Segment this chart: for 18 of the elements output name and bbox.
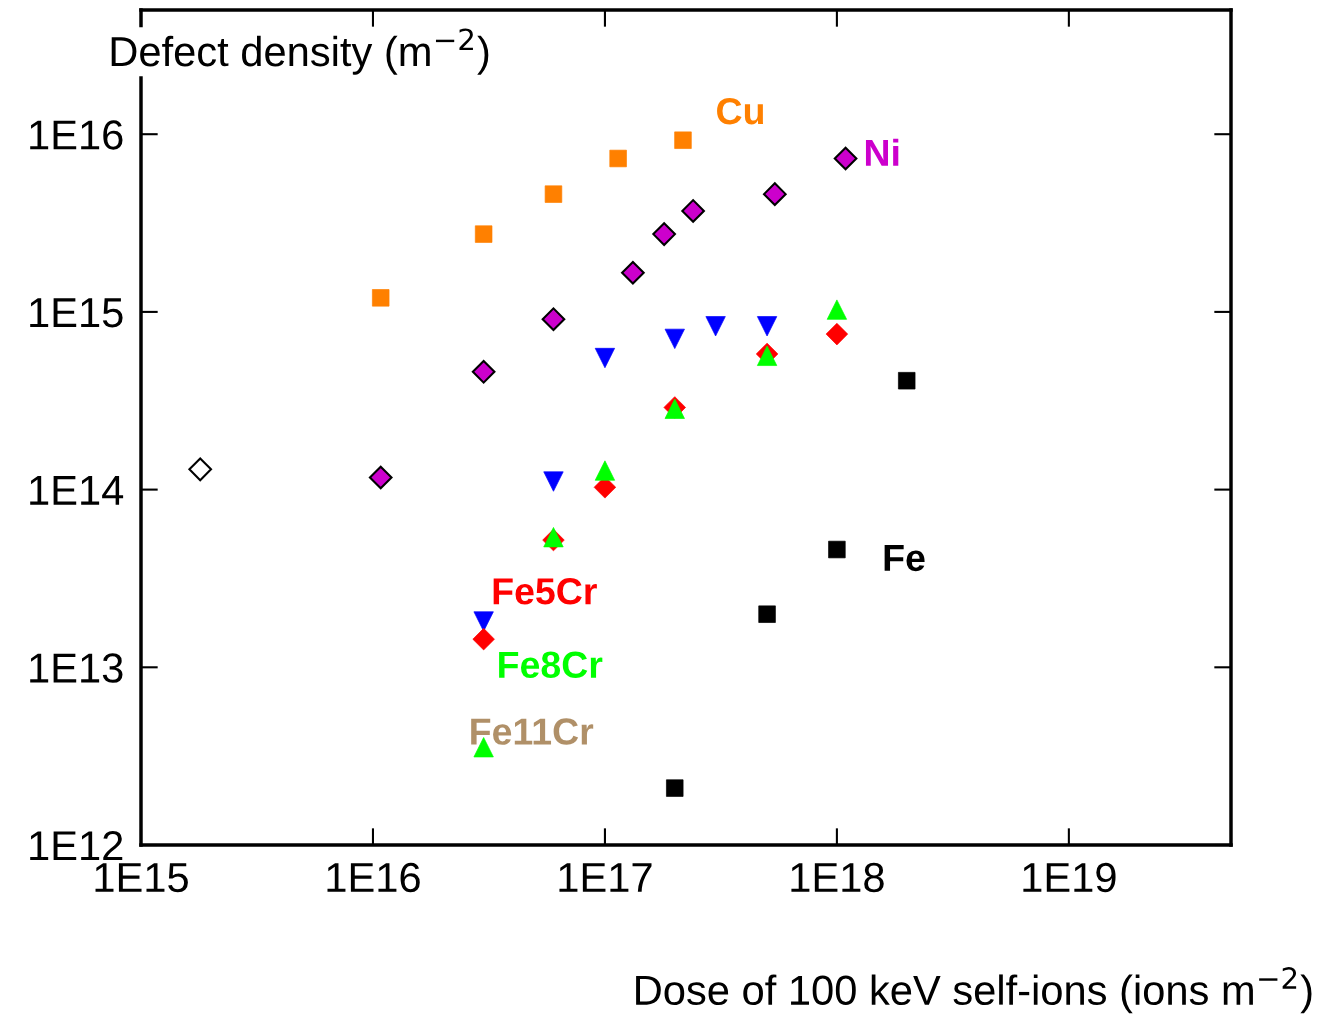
x-tick-label: 1E18 — [791, 862, 884, 893]
x-tick-label: 1E17 — [559, 863, 652, 892]
x-tick-label: 1E19 — [1023, 862, 1116, 893]
y-tick-label: 1E14 — [30, 476, 124, 505]
y-tick-label: 1E15 — [30, 298, 123, 328]
y-tick-label: 1E16 — [30, 120, 123, 150]
series-label: Cu — [717, 97, 764, 125]
y-tick-label: 1E13 — [30, 653, 123, 683]
series-label: Fe8Cr — [499, 651, 603, 679]
annotation: Fe11Cr — [471, 718, 594, 745]
series-label: Fe5Cr — [493, 578, 597, 605]
y-tick-label: 1E12 — [30, 831, 123, 861]
series-label: Fe — [884, 545, 925, 572]
x-tick-label: 1E16 — [327, 862, 420, 893]
x-axis-title: Dose of 100 keV self-ions (ions m$^{−2}$) — [636, 967, 1312, 1014]
x-tick-label: 1E15 — [95, 863, 188, 893]
y-axis-title: Defect density (m$^{−2}$) — [111, 28, 489, 75]
series-label: Ni — [865, 138, 899, 166]
